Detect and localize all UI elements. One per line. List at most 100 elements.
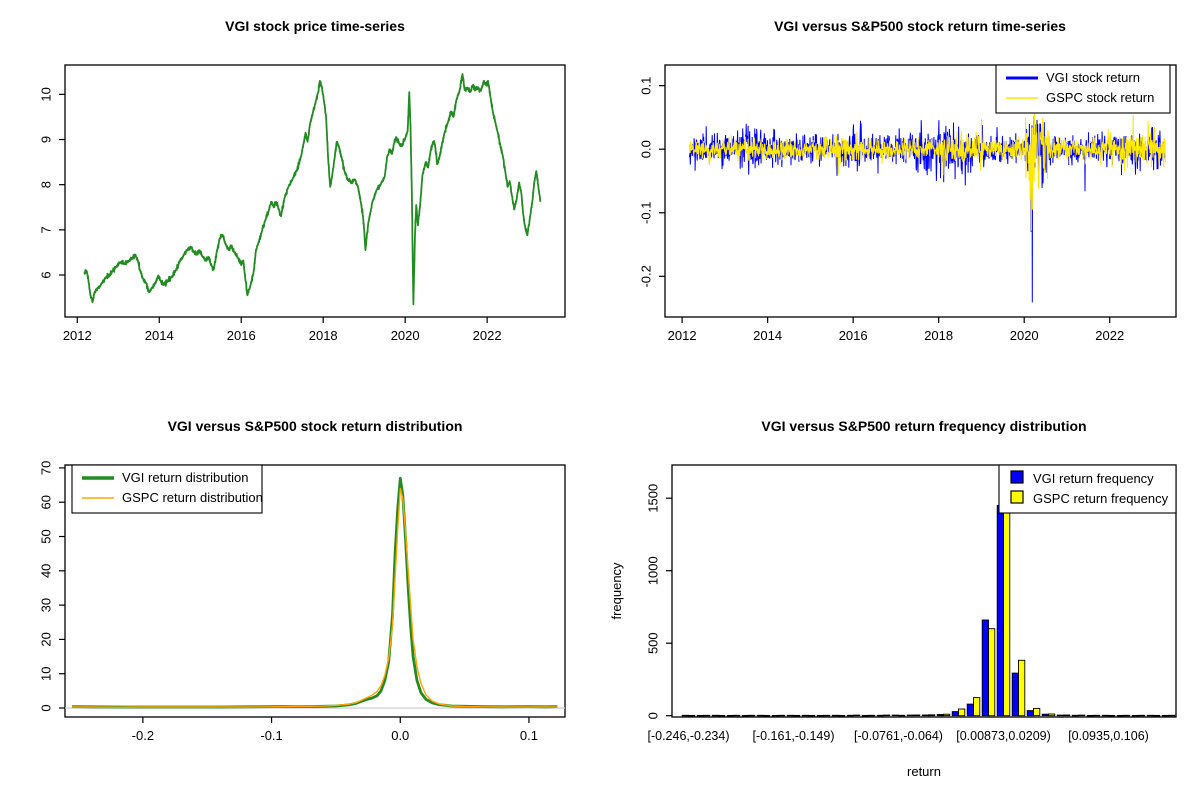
- panel-return-timeseries: VGI versus S&P500 stock return time-seri…: [600, 0, 1200, 400]
- vgi-freq-bar: [1131, 714, 1139, 717]
- chart-title: VGI versus S&P500 stock return distribut…: [168, 418, 463, 434]
- gspc-freq-bar: [703, 714, 711, 717]
- y-tick-label: -0.2: [639, 265, 654, 287]
- bin-label: [-0.246,-0.234): [648, 729, 730, 743]
- gspc-freq-bar: [1003, 509, 1011, 717]
- x-tick-label: 2020: [391, 328, 420, 343]
- vgi-freq-bar: [996, 505, 1004, 717]
- y-tick-label: 0.0: [639, 140, 654, 158]
- vgi-freq-bar: [861, 714, 869, 717]
- y-tick-label: 40: [39, 564, 54, 578]
- vgi-freq-bar: [786, 714, 794, 717]
- return-distribution-chart: VGI versus S&P500 stock return distribut…: [39, 418, 566, 743]
- gspc-freq-bar: [1138, 714, 1146, 717]
- vgi-freq-bar: [1026, 710, 1034, 717]
- y-tick-label: 8: [39, 181, 54, 188]
- y-tick-label: 30: [39, 598, 54, 612]
- x-tick-label: 2012: [63, 328, 92, 343]
- bin-label: [0.0935,0.106): [1068, 729, 1149, 743]
- gspc-density-curve: [72, 487, 558, 708]
- panel-vgi-price-timeseries: VGI stock price time-series 2012 2014 2016…: [0, 0, 600, 400]
- plot-box: [64, 64, 566, 318]
- panel-return-frequency: VGI versus S&P500 return frequency distr…: [600, 400, 1200, 800]
- vgi-freq-bar: [711, 714, 719, 717]
- return-frequency-chart: VGI versus S&P500 return frequency distr…: [609, 418, 1177, 779]
- y-tick-label: -0.1: [639, 202, 654, 224]
- vgi-freq-bar: [771, 714, 779, 717]
- legend-box: [71, 464, 263, 514]
- y-tick-label: 50: [39, 529, 54, 543]
- y-tick-label: 0.1: [639, 77, 654, 95]
- gspc-freq-bar: [1153, 714, 1161, 717]
- vgi-freq-bar: [891, 714, 899, 717]
- x-tick-label: 0.1: [520, 728, 538, 743]
- y-tick-label: 1500: [646, 484, 661, 513]
- gspc-freq-bar: [973, 697, 981, 717]
- vgi-freq-bar: [921, 714, 929, 717]
- gspc-freq-bar: [808, 714, 816, 717]
- legend-item-label: GSPC return frequency: [1033, 491, 1169, 506]
- y-tick-label: 500: [646, 632, 661, 654]
- vgi-price-chart: VGI stock price time-series 2012 2014 2016…: [39, 18, 566, 343]
- vgi-freq-bar: [876, 714, 884, 717]
- gspc-freq-bar: [838, 714, 846, 717]
- gspc-freq-bar: [1018, 659, 1026, 717]
- vgi-freq-bar: [681, 714, 689, 717]
- gspc-freq-bar: [748, 714, 756, 717]
- vgi-freq-bar: [906, 714, 914, 717]
- y-tick-label: 0: [39, 704, 54, 711]
- gspc-freq-bar: [868, 714, 876, 717]
- vgi-freq-bar: [831, 714, 839, 717]
- gspc-freq-bar: [1063, 714, 1071, 717]
- x-tick-label: 2016: [839, 328, 868, 343]
- legend-item-label: VGI return frequency: [1033, 471, 1154, 486]
- vgi-freq-bar: [981, 619, 989, 717]
- x-tick-label: 2018: [924, 328, 953, 343]
- legend-swatch-gspc: [1010, 490, 1024, 504]
- gspc-freq-bar: [928, 714, 936, 717]
- legend-box: [995, 64, 1171, 114]
- gspc-freq-bar: [793, 714, 801, 717]
- vgi-freq-bar: [1056, 714, 1064, 717]
- vgi-freq-bar: [966, 703, 974, 717]
- x-tick-label: 2022: [1095, 328, 1124, 343]
- vgi-freq-bar: [951, 711, 959, 717]
- legend-box: [998, 464, 1177, 514]
- gspc-freq-bar: [853, 714, 861, 717]
- y-tick-label: 70: [39, 461, 54, 475]
- gspc-freq-bar: [1078, 714, 1086, 717]
- gspc-freq-bar: [718, 714, 726, 717]
- x-tick-label: 2022: [473, 328, 502, 343]
- y-tick-label: 9: [39, 136, 54, 143]
- plot-box: [664, 64, 1177, 318]
- vgi-freq-bar: [1101, 714, 1109, 717]
- bin-label: [-0.0761,-0.064): [854, 729, 943, 743]
- y-tick-label: 6: [39, 271, 54, 278]
- gspc-freq-bar: [943, 713, 951, 717]
- gspc-freq-bar: [688, 714, 696, 717]
- x-tick-label: 2016: [227, 328, 256, 343]
- x-tick-label: 2018: [309, 328, 338, 343]
- legend-swatch-vgi: [1010, 470, 1024, 484]
- vgi-freq-bar: [726, 714, 734, 717]
- gspc-freq-bar: [898, 714, 906, 717]
- x-tick-label: -0.2: [132, 728, 154, 743]
- vgi-freq-bar: [801, 714, 809, 717]
- bin-label: [0.00873,0.0209): [956, 729, 1051, 743]
- vgi-freq-bar: [1086, 714, 1094, 717]
- gspc-freq-bar: [763, 714, 771, 717]
- vgi-freq-bar: [1146, 714, 1154, 717]
- vgi-freq-bar: [816, 714, 824, 717]
- gspc-freq-bar: [1108, 714, 1116, 717]
- x-tick-label: 2020: [1010, 328, 1039, 343]
- plot-box: [64, 464, 566, 718]
- legend-item-label: GSPC stock return: [1046, 90, 1154, 105]
- x-tick-label: 2014: [753, 328, 782, 343]
- x-tick-label: 2014: [145, 328, 174, 343]
- vgi-freq-bar: [936, 714, 944, 717]
- gspc-freq-bar: [988, 628, 996, 717]
- y-axis-label: frequency: [609, 562, 624, 620]
- price-series-line: [83, 73, 542, 306]
- chart-title: VGI stock price time-series: [225, 18, 405, 34]
- y-tick-label: 10: [39, 666, 54, 680]
